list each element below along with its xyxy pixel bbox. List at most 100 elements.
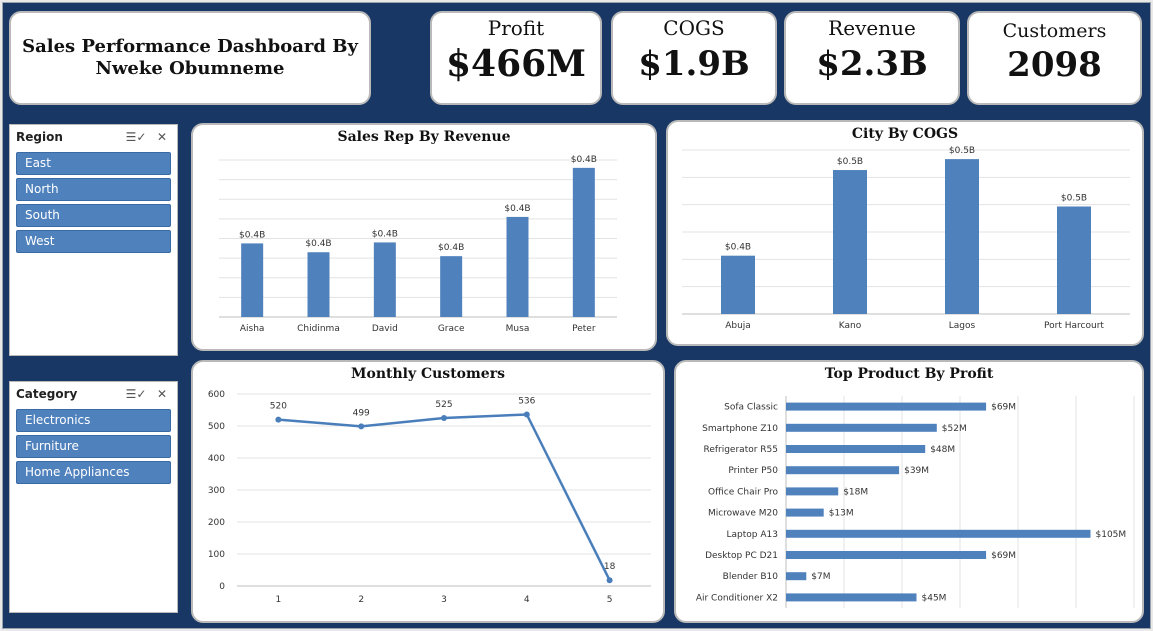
slicer-item-south[interactable]: South: [16, 204, 171, 227]
multi-select-icon[interactable]: ☰✓: [125, 387, 147, 401]
x-tick-label: 1: [276, 595, 282, 605]
data-label: $48M: [930, 445, 955, 455]
city-cogs-card: City By COGS $0.4B Abuja $0.5B Kano $0.5B Lag…: [666, 120, 1144, 346]
data-point: [523, 411, 530, 418]
data-label: $0.4B: [239, 230, 265, 240]
kpi-label: Customers: [1002, 20, 1107, 42]
data-label: $0.4B: [504, 204, 530, 214]
data-label: $13M: [829, 509, 854, 519]
y-tick-label: 100: [208, 550, 225, 560]
category-slicer: Category ☰✓ ✕ Electronics Furniture Home…: [9, 381, 178, 613]
bar: [440, 256, 463, 317]
slicer-item-east[interactable]: East: [16, 152, 171, 175]
sales-rep-revenue-chart: $0.4B Aisha $0.4B Chidinma $0.4B David $0.4B Gr…: [219, 155, 617, 334]
top-product-profit-chart: Sofa Classic $69M Smartphone Z10 $52M Refrig…: [696, 396, 1135, 608]
bar: [241, 243, 264, 317]
y-tick-label: 300: [208, 486, 225, 496]
data-label: 520: [270, 402, 287, 412]
bar: [572, 167, 595, 317]
clear-filter-icon[interactable]: ✕: [156, 130, 168, 144]
data-label: $0.4B: [438, 243, 464, 253]
category-label: Port Harcourt: [1044, 321, 1104, 331]
slicer-item-home-appliances[interactable]: Home Appliances: [16, 461, 171, 484]
category-label: David: [372, 324, 398, 334]
category-label: Microwave M20: [708, 509, 778, 519]
bar: [307, 252, 330, 317]
category-label: Aisha: [240, 324, 265, 334]
x-tick-label: 4: [524, 595, 530, 605]
bar: [786, 402, 987, 411]
slicer-item-north[interactable]: North: [16, 178, 171, 201]
bar: [786, 508, 824, 517]
kpi-value: $2.3B: [816, 44, 928, 84]
x-tick-label: 2: [358, 595, 364, 605]
kpi-label: Revenue: [828, 16, 916, 40]
y-tick-label: 600: [208, 390, 225, 400]
category-label: Sofa Classic: [724, 403, 778, 413]
series-line: [278, 413, 611, 581]
y-tick-label: 400: [208, 454, 225, 464]
data-label: $0.5B: [949, 146, 975, 156]
kpi-value: 2098: [1007, 45, 1102, 85]
multi-select-icon[interactable]: ☰✓: [125, 130, 147, 144]
data-label: 525: [435, 400, 452, 410]
kpi-label: COGS: [663, 16, 725, 40]
kpi-value: $466M: [445, 43, 587, 85]
data-label: $39M: [904, 466, 929, 476]
category-label: Abuja: [725, 321, 751, 331]
data-label: 536: [518, 396, 535, 406]
monthly-customers-card: Monthly Customers 0 100 200 300 400 500 600 520…: [191, 360, 665, 623]
bar: [786, 529, 1091, 538]
data-label: $45M: [922, 593, 947, 603]
bar: [786, 487, 839, 496]
y-tick-label: 0: [219, 582, 225, 592]
bar: [373, 242, 396, 317]
region-slicer-title: Region: [16, 130, 63, 144]
bar: [786, 445, 926, 453]
x-tick-label: 5: [607, 595, 613, 605]
bar: [786, 423, 937, 432]
kpi-card-revenue: Revenue $2.3B: [784, 11, 960, 105]
category-label: Blender B10: [723, 572, 779, 582]
category-label: Air Conditioner X2: [696, 593, 778, 603]
bar: [786, 466, 900, 475]
data-point: [441, 415, 447, 421]
kpi-card-customers: Customers 2098: [967, 11, 1142, 105]
data-label: $18M: [843, 487, 868, 497]
slicer-item-electronics[interactable]: Electronics: [16, 409, 171, 432]
data-point: [275, 416, 282, 423]
data-point: [606, 577, 613, 584]
category-label: Kano: [839, 321, 862, 331]
dashboard-title: Sales Performance Dashboard By Nweke Obu…: [22, 36, 358, 79]
category-label: Smartphone Z10: [702, 424, 778, 434]
title-card: Sales Performance Dashboard By Nweke Obu…: [9, 11, 371, 105]
kpi-label: Profit: [487, 16, 545, 40]
slicer-item-west[interactable]: West: [16, 230, 171, 253]
clear-filter-icon[interactable]: ✕: [156, 387, 168, 401]
category-label: Refrigerator R55: [703, 445, 778, 455]
data-label: 499: [353, 408, 370, 418]
chart-title: Top Product By Profit: [824, 366, 994, 382]
category-label: Grace: [438, 324, 465, 334]
x-tick-label: 3: [441, 595, 447, 605]
category-label: Peter: [572, 324, 596, 334]
category-label: Chidinma: [297, 324, 340, 334]
category-label: Lagos: [949, 321, 976, 331]
bar: [786, 572, 807, 581]
kpi-value: $1.9B: [638, 44, 750, 84]
data-label: $0.5B: [1061, 193, 1087, 203]
slicer-item-furniture[interactable]: Furniture: [16, 435, 171, 458]
data-label: $0.5B: [837, 157, 863, 167]
data-label: $0.4B: [725, 243, 751, 253]
city-cogs-chart: $0.4B Abuja $0.5B Kano $0.5B Lagos $0.5B Port H…: [682, 146, 1130, 331]
data-label: 18: [604, 562, 616, 572]
kpi-card-profit: Profit $466M: [430, 11, 602, 105]
category-label: Office Chair Pro: [708, 487, 778, 497]
data-label: $52M: [942, 424, 967, 434]
bar: [721, 255, 755, 314]
category-slicer-title: Category: [16, 387, 78, 401]
chart-title: Sales Rep By Revenue: [337, 129, 511, 145]
bar: [506, 216, 529, 317]
top-product-profit-card: Top Product By Profit Sofa Classic $69M Sm…: [674, 360, 1144, 623]
